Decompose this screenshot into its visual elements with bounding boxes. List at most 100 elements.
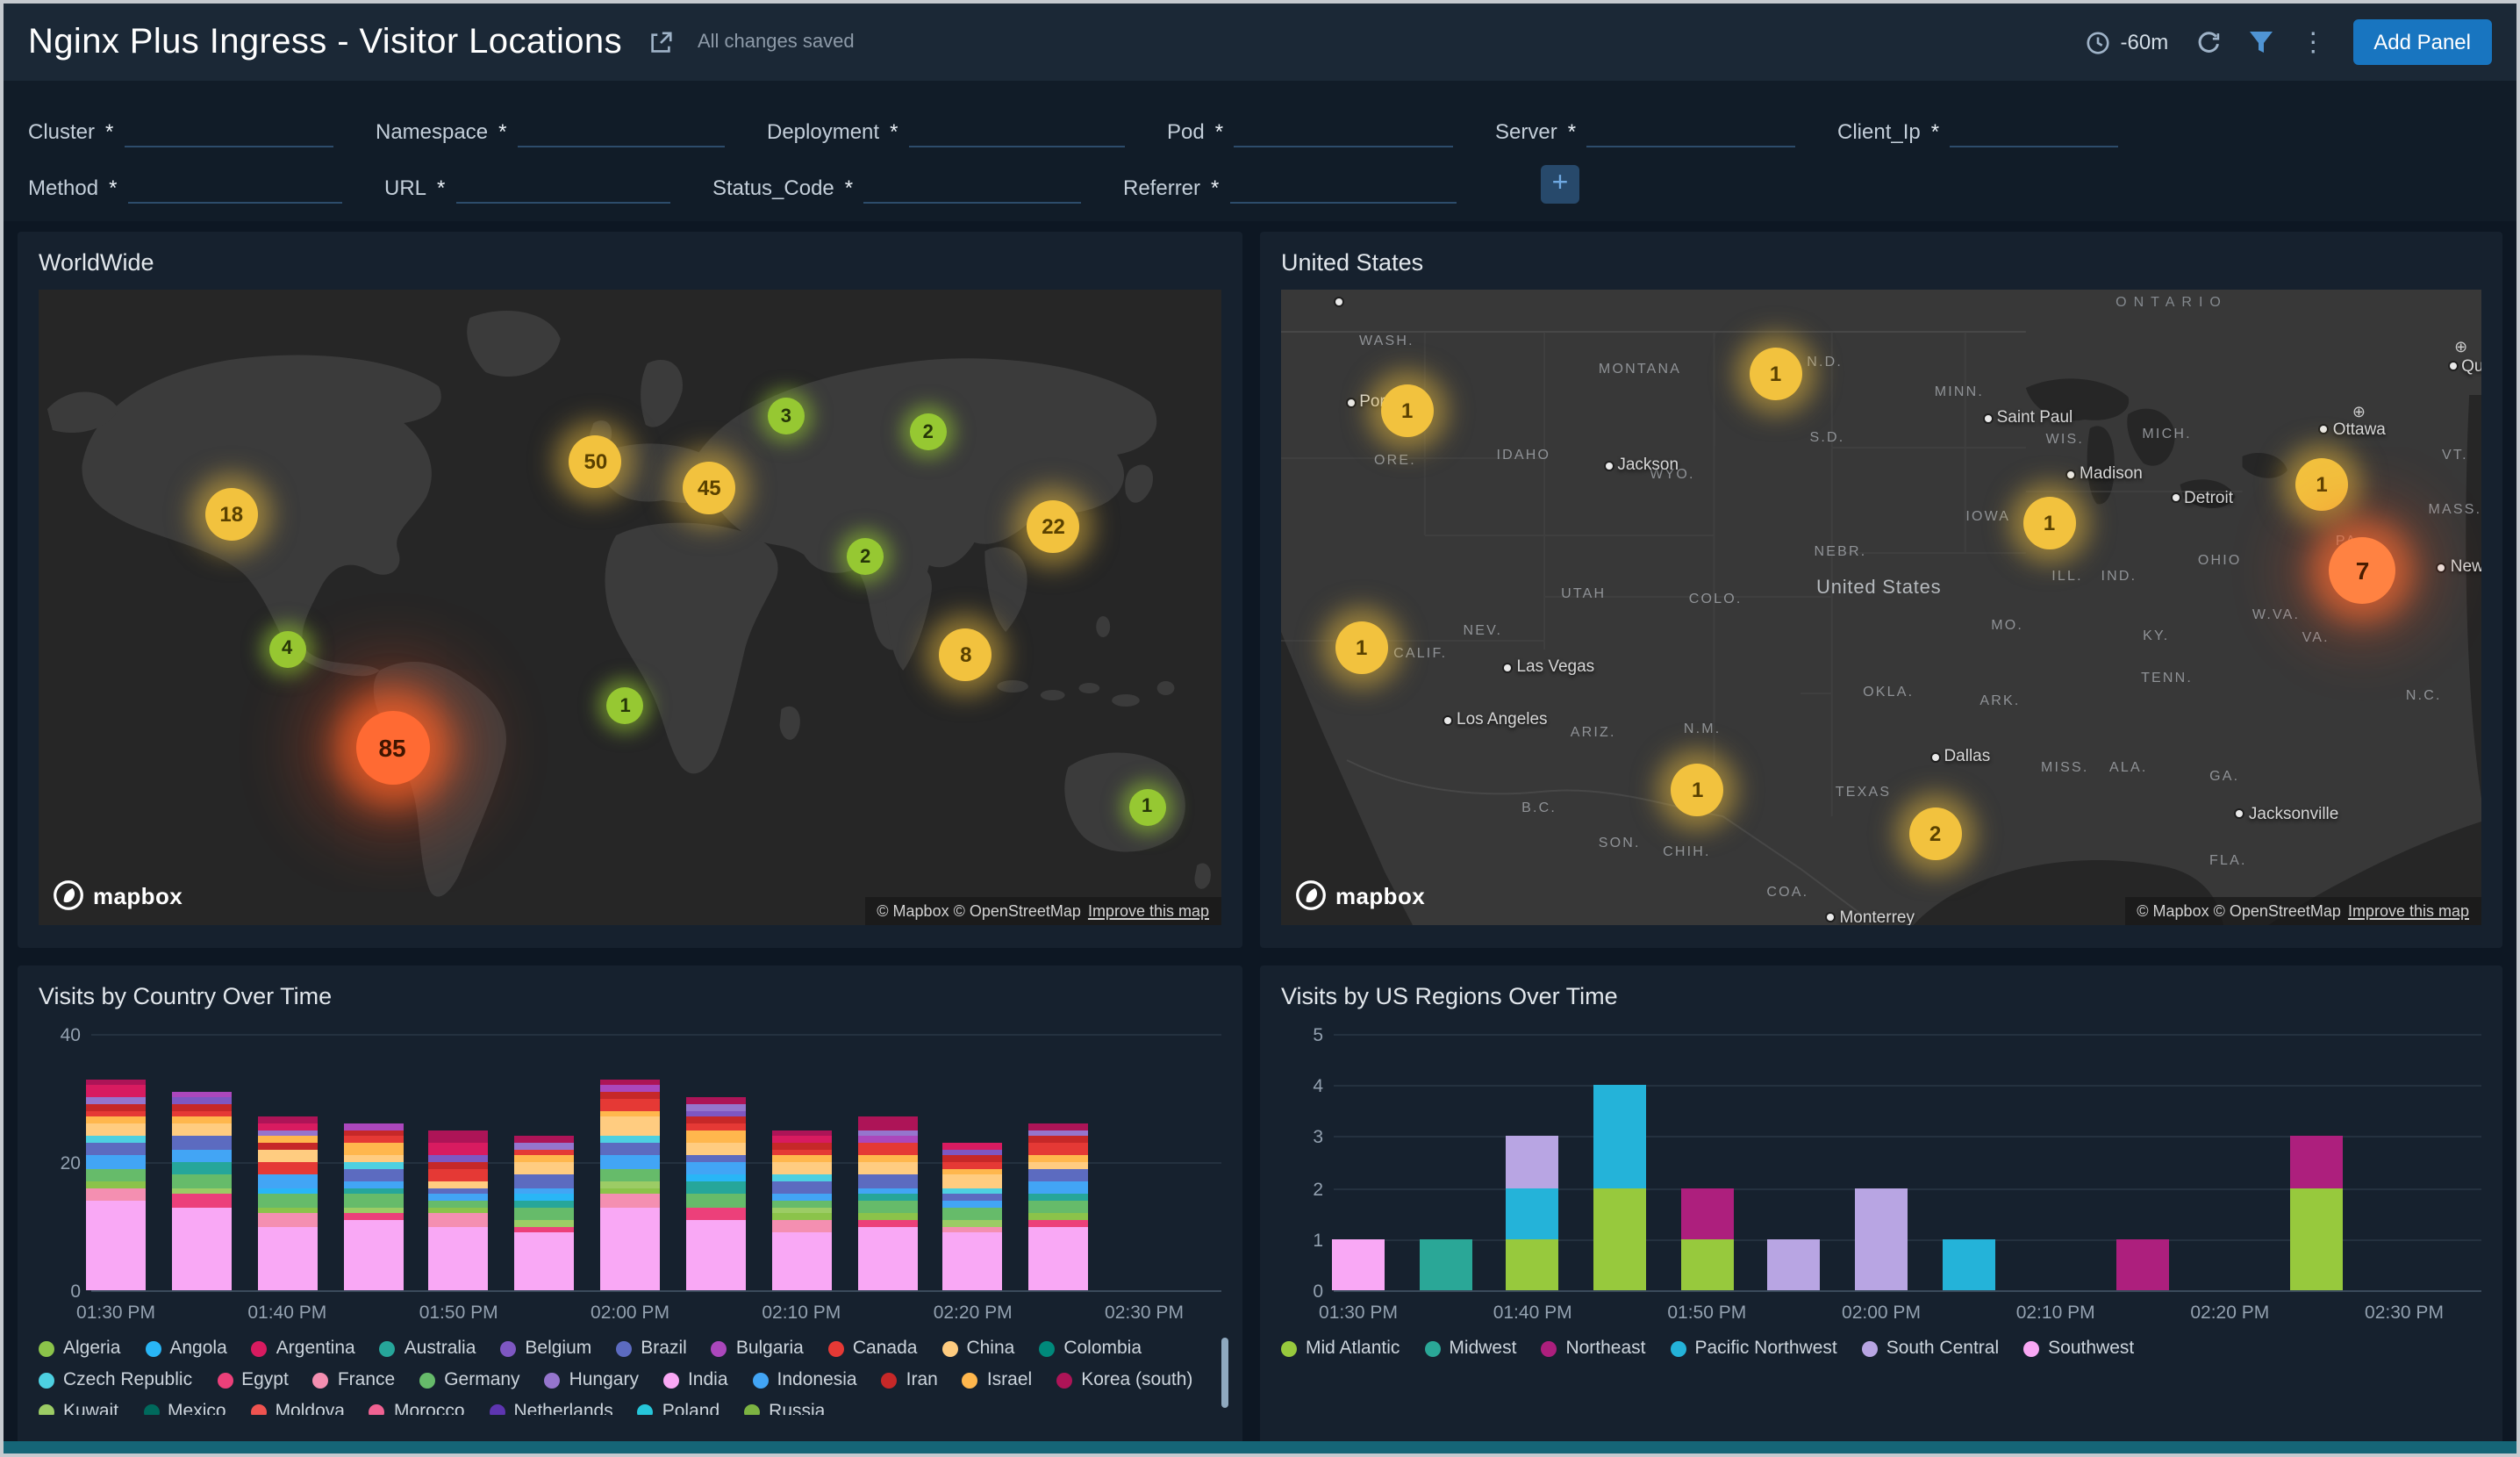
bar-segment[interactable] <box>686 1156 746 1162</box>
bar-segment[interactable] <box>943 1156 1003 1162</box>
bar-segment[interactable] <box>514 1207 574 1220</box>
map-marker[interactable]: 1 <box>1672 764 1724 816</box>
bar-segment[interactable] <box>172 1149 232 1162</box>
bar-segment[interactable] <box>771 1130 831 1136</box>
kebab-menu-icon[interactable]: ⋮ <box>2300 29 2326 55</box>
map-marker[interactable]: 1 <box>607 687 644 724</box>
bar-segment[interactable] <box>857 1188 917 1194</box>
bar-segment[interactable] <box>1332 1239 1385 1290</box>
bar-segment[interactable] <box>514 1175 574 1188</box>
stacked-bar[interactable] <box>1028 1123 1088 1290</box>
bar-segment[interactable] <box>686 1098 746 1104</box>
legend-item[interactable]: Korea (south) <box>1056 1369 1192 1390</box>
bar-segment[interactable] <box>1028 1201 1088 1214</box>
filter-url-input[interactable] <box>455 170 670 204</box>
map-marker[interactable]: 2 <box>1909 807 1962 860</box>
bar-segment[interactable] <box>771 1156 831 1162</box>
bar-segment[interactable] <box>771 1232 831 1290</box>
legend-item[interactable]: Germany <box>419 1369 519 1390</box>
filter-cluster-input[interactable] <box>124 114 333 147</box>
bar-segment[interactable] <box>86 1156 146 1169</box>
bar-segment[interactable] <box>943 1175 1003 1188</box>
bar-segment[interactable] <box>771 1220 831 1233</box>
world-map[interactable]: 18485504532212281 mapbox © Mapbox © Open… <box>39 290 1221 925</box>
legend-item[interactable]: Israel <box>963 1369 1032 1390</box>
legend-item[interactable]: Russia <box>744 1401 825 1415</box>
legend-item[interactable]: Mid Atlantic <box>1281 1338 1400 1359</box>
bar-segment[interactable] <box>943 1188 1003 1194</box>
stacked-bar[interactable] <box>86 1079 146 1290</box>
add-panel-button[interactable]: Add Panel <box>2352 19 2492 65</box>
bar-segment[interactable] <box>343 1188 403 1194</box>
map-marker[interactable]: 1 <box>1381 384 1434 437</box>
bar-segment[interactable] <box>857 1117 917 1130</box>
legend-item[interactable]: Hungary <box>545 1369 639 1390</box>
bar-segment[interactable] <box>172 1207 232 1290</box>
bar-segment[interactable] <box>86 1104 146 1110</box>
stacked-bar[interactable] <box>857 1117 917 1290</box>
bar-segment[interactable] <box>1507 1239 1559 1290</box>
bar-segment[interactable] <box>857 1213 917 1219</box>
bar-segment[interactable] <box>514 1226 574 1232</box>
legend-item[interactable]: Australia <box>380 1338 476 1359</box>
stacked-bar[interactable] <box>1593 1085 1646 1290</box>
bar-segment[interactable] <box>1942 1239 1994 1290</box>
bar-segment[interactable] <box>600 1092 660 1098</box>
bar-segment[interactable] <box>257 1143 317 1149</box>
stacked-bar[interactable] <box>1855 1188 1908 1290</box>
filter-status-code-input[interactable] <box>863 170 1081 204</box>
bar-segment[interactable] <box>86 1111 146 1117</box>
map-marker[interactable]: 1 <box>1128 788 1165 825</box>
bar-segment[interactable] <box>172 1123 232 1137</box>
map-marker[interactable]: 1 <box>2023 497 2076 549</box>
bar-segment[interactable] <box>172 1137 232 1150</box>
bar-segment[interactable] <box>257 1137 317 1143</box>
filter-method-input[interactable] <box>127 170 342 204</box>
bar-segment[interactable] <box>943 1226 1003 1232</box>
bar-segment[interactable] <box>686 1143 746 1156</box>
bar-segment[interactable] <box>857 1201 917 1214</box>
bar-segment[interactable] <box>1028 1194 1088 1200</box>
bar-segment[interactable] <box>686 1207 746 1220</box>
bar-segment[interactable] <box>86 1098 146 1104</box>
bar-segment[interactable] <box>343 1162 403 1168</box>
bar-segment[interactable] <box>600 1207 660 1290</box>
map-marker[interactable]: 7 <box>2330 537 2396 604</box>
bar-segment[interactable] <box>1507 1137 1559 1188</box>
map-marker[interactable]: 22 <box>1027 499 1080 552</box>
bar-segment[interactable] <box>514 1188 574 1194</box>
stacked-bar[interactable] <box>1942 1239 1994 1290</box>
legend-item[interactable]: Mexico <box>143 1401 226 1415</box>
legend-item[interactable]: Bulgaria <box>712 1338 804 1359</box>
bar-segment[interactable] <box>172 1098 232 1104</box>
bar-segment[interactable] <box>1028 1143 1088 1156</box>
bar-segment[interactable] <box>343 1220 403 1290</box>
map-marker[interactable]: 50 <box>569 436 622 489</box>
improve-map-link[interactable]: Improve this map <box>2348 902 2469 920</box>
bar-segment[interactable] <box>257 1123 317 1130</box>
bar-segment[interactable] <box>686 1104 746 1110</box>
stacked-bar[interactable] <box>1768 1239 1821 1290</box>
bar-segment[interactable] <box>429 1188 489 1194</box>
bar-segment[interactable] <box>429 1156 489 1162</box>
legend-item[interactable]: Netherlands <box>490 1401 613 1415</box>
bar-segment[interactable] <box>857 1137 917 1143</box>
bar-segment[interactable] <box>1768 1239 1821 1290</box>
bar-segment[interactable] <box>257 1195 317 1208</box>
stacked-bar[interactable] <box>2116 1239 2169 1290</box>
bar-segment[interactable] <box>686 1162 746 1175</box>
bar-segment[interactable] <box>343 1207 403 1213</box>
legend-scrollbar[interactable] <box>1221 1338 1228 1408</box>
bar-segment[interactable] <box>1028 1226 1088 1290</box>
bar-segment[interactable] <box>600 1156 660 1169</box>
map-marker[interactable]: 1 <box>1750 348 1802 400</box>
legend-item[interactable]: France <box>313 1369 395 1390</box>
bar-segment[interactable] <box>429 1226 489 1290</box>
bar-segment[interactable] <box>172 1117 232 1123</box>
legend-item[interactable]: Kuwait <box>39 1401 118 1415</box>
bar-segment[interactable] <box>257 1213 317 1226</box>
bar-segment[interactable] <box>771 1181 831 1195</box>
bar-segment[interactable] <box>86 1137 146 1143</box>
bar-segment[interactable] <box>2116 1239 2169 1290</box>
map-marker[interactable]: 2 <box>910 413 947 450</box>
